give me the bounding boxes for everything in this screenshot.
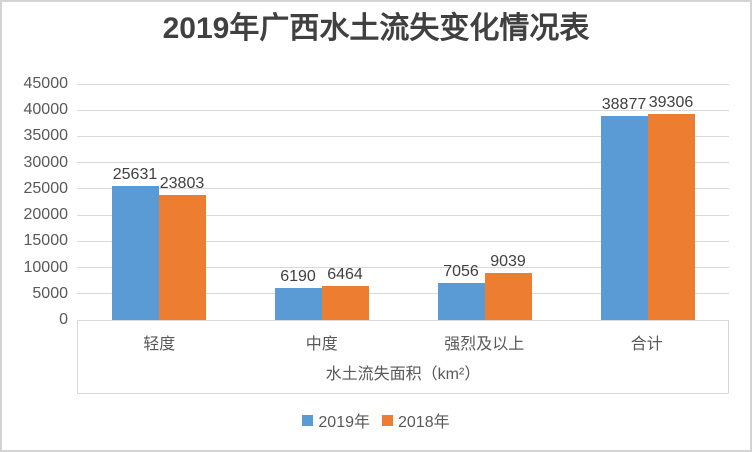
bar-value-label: 7056	[443, 263, 479, 280]
bar-2019-group2	[274, 287, 322, 320]
category-label-1: 轻度	[143, 336, 176, 353]
y-tick-label: 30000	[23, 153, 69, 171]
chart-title: 2019年广西水土流失变化情况表	[162, 12, 590, 45]
y-tick-label: 0	[59, 311, 68, 328]
gridline	[77, 188, 729, 190]
bar-2019-group1	[111, 185, 159, 320]
gridline	[77, 83, 729, 85]
category-axis-box: 轻度 中度 强烈及以上 合计 水土流失面积（km²）	[77, 320, 729, 394]
bar-2019-group4	[600, 116, 648, 320]
gridline	[77, 267, 729, 269]
y-tick-label: 20000	[23, 206, 69, 224]
bar-value-label: 6464	[327, 266, 363, 284]
legend-item-2019: 2019年	[302, 408, 370, 432]
x-axis-title: 水土流失面积（km²）	[325, 366, 481, 383]
legend-item-2018: 2018年	[382, 408, 450, 432]
y-axis: 0 5000 10000 15000 20000 25000 30000 35000 40000…	[2, 75, 69, 328]
legend-label-2018: 2018年	[398, 414, 450, 431]
category-label-3: 强烈及以上	[444, 336, 525, 353]
y-tick-label: 5000	[32, 284, 68, 302]
y-tick-label: 10000	[23, 258, 69, 276]
y-tick-label: 40000	[23, 101, 69, 119]
y-tick-label: 35000	[23, 127, 69, 145]
bar-2018-group4	[647, 113, 695, 320]
plot-area: 25631 23803 6190 6464 7056 9039 38877 39306	[77, 83, 729, 321]
bar-2018-group2	[321, 286, 369, 320]
category-labels-row: 轻度 中度 强烈及以上 合计	[78, 321, 728, 354]
gridline	[77, 293, 729, 295]
gridline	[77, 135, 729, 137]
bar-value-label: 38877	[601, 96, 647, 114]
y-tick-label: 45000	[23, 75, 69, 92]
legend: 2019年 2018年	[2, 409, 750, 431]
legend-swatch-2018-icon	[382, 414, 393, 426]
legend-label-2019: 2019年	[318, 414, 370, 431]
bar-value-label: 25631	[112, 165, 158, 183]
bar-value-label: 23803	[159, 175, 205, 193]
bar-value-label: 9039	[490, 252, 526, 270]
gridline	[77, 240, 729, 242]
gridline	[77, 109, 729, 111]
category-label-4: 合计	[630, 336, 663, 353]
bar-2018-group3	[484, 272, 532, 320]
gridline	[77, 214, 729, 216]
bar-value-label: 6190	[280, 267, 316, 285]
bar-value-label: 39306	[648, 93, 694, 111]
y-tick-label: 15000	[23, 232, 69, 250]
gridline	[77, 162, 729, 164]
legend-swatch-2019-icon	[302, 414, 314, 426]
category-label-2: 中度	[305, 336, 338, 353]
bar-2018-group1	[158, 195, 206, 320]
y-tick-label: 25000	[23, 179, 69, 197]
bar-2019-group3	[437, 283, 485, 320]
